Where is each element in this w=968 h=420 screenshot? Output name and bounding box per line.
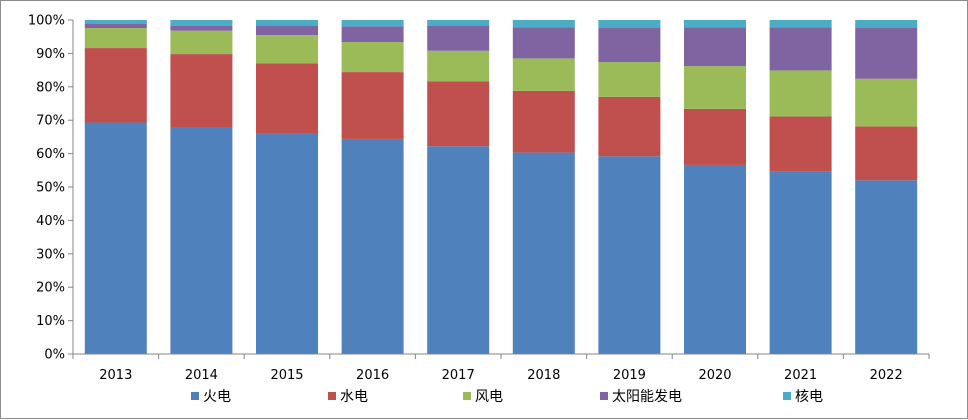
bar-2016-series-0: [341, 138, 404, 354]
y-tick-label-7: 70%: [36, 114, 65, 129]
bar-2020-series-0: [684, 164, 746, 354]
bar-2021-series-4: [769, 20, 832, 28]
y-tick-label-6: 60%: [36, 147, 65, 162]
bar-2014-series-2: [170, 30, 233, 55]
bar-2017-series-2: [427, 50, 490, 82]
legend-label-2: 风电: [475, 389, 503, 405]
bar-2019-series-4: [598, 20, 661, 29]
bar-2013-series-4: [84, 20, 147, 25]
y-tick-label-9: 90%: [36, 47, 65, 62]
legend-label-1: 水电: [340, 389, 368, 405]
bar-2022-series-4: [855, 20, 918, 29]
y-tick-label-0: 0%: [44, 348, 65, 363]
bar-2017-series-3: [427, 26, 490, 51]
bar-2017-series-1: [427, 81, 490, 147]
x-tick-label-2020: 2020: [698, 368, 731, 383]
bar-2013-series-3: [84, 24, 147, 29]
legend: 火电 水电 风电 太阳能发电 核电: [191, 389, 823, 405]
x-tick-label-2015: 2015: [270, 368, 303, 383]
bar-2013-series-2: [84, 28, 147, 49]
y-tick-label-1: 10%: [36, 314, 65, 329]
bar-2014-series-3: [170, 25, 233, 31]
x-tick-label-2018: 2018: [527, 368, 560, 383]
bar-2016-series-3: [341, 26, 404, 43]
x-tick-label-2013: 2013: [99, 368, 132, 383]
y-tick-label-10: 100%: [28, 14, 65, 29]
y-tick-label-4: 40%: [36, 214, 65, 229]
bar-2019-series-2: [598, 62, 661, 97]
legend-label-3: 太阳能发电: [612, 389, 682, 405]
x-tick-label-2017: 2017: [442, 368, 475, 383]
bar-2020-series-1: [684, 108, 746, 165]
bar-2018-series-3: [512, 27, 575, 59]
bar-2021-series-3: [769, 27, 832, 71]
bar-2019-series-3: [598, 28, 661, 63]
y-tick-label-2: 20%: [36, 281, 65, 296]
bar-2020-series-2: [684, 66, 746, 109]
bar-2022-series-2: [855, 78, 918, 127]
bar-2019-series-1: [598, 96, 661, 157]
legend-swatch-4: [783, 392, 791, 400]
bars-group: [84, 20, 918, 354]
legend-swatch-3: [600, 392, 608, 400]
bar-2018-series-2: [512, 58, 575, 91]
axes-group: [68, 19, 930, 359]
bar-2015-series-1: [256, 63, 318, 134]
y-tick-labels: 0% 10% 20% 30% 40% 50% 60% 70% 80% 90% 100%: [28, 14, 65, 363]
bar-2020-series-3: [684, 27, 746, 67]
bar-2015-series-3: [256, 26, 318, 36]
x-tick-label-2021: 2021: [784, 368, 817, 383]
y-tick-label-5: 50%: [36, 181, 65, 196]
bar-2021-series-2: [769, 70, 832, 117]
bar-2016-series-2: [341, 42, 404, 73]
x-tick-label-2022: 2022: [870, 368, 903, 383]
x-tick-labels: 2013 2014 2015 2016 2017 2018 2019 2020 2021 2022: [99, 368, 902, 383]
bar-2019-series-0: [598, 156, 661, 354]
bar-2022-series-1: [855, 126, 918, 181]
y-tick-label-8: 80%: [36, 80, 65, 95]
bar-2018-series-1: [512, 90, 575, 153]
x-tick-label-2016: 2016: [356, 368, 389, 383]
legend-swatch-0: [191, 392, 199, 400]
bar-2013-series-0: [84, 122, 147, 354]
bar-2017-series-0: [427, 146, 490, 354]
bar-2022-series-3: [855, 28, 918, 79]
bar-2017-series-4: [427, 20, 490, 27]
x-tick-label-2014: 2014: [185, 368, 218, 383]
y-tick-label-3: 30%: [36, 247, 65, 262]
x-tick-label-2019: 2019: [613, 368, 646, 383]
bar-2013-series-1: [84, 48, 147, 123]
bar-2022-series-0: [855, 180, 918, 354]
bar-2015-series-4: [256, 20, 318, 27]
legend-swatch-2: [463, 392, 471, 400]
bar-2020-series-4: [684, 20, 746, 28]
bar-2014-series-0: [170, 127, 233, 354]
bar-2015-series-2: [256, 35, 318, 64]
bar-2015-series-0: [256, 133, 318, 354]
bar-2021-series-0: [769, 171, 832, 354]
legend-swatch-1: [328, 392, 336, 400]
bar-2021-series-1: [769, 116, 832, 172]
legend-label-0: 火电: [203, 389, 231, 405]
bar-2014-series-4: [170, 20, 233, 26]
bar-2018-series-4: [512, 20, 575, 28]
bar-2016-series-1: [341, 72, 404, 139]
bar-2018-series-0: [512, 152, 575, 354]
legend-label-4: 核电: [795, 389, 823, 405]
bar-2014-series-1: [170, 54, 233, 128]
bar-2016-series-4: [341, 20, 404, 27]
